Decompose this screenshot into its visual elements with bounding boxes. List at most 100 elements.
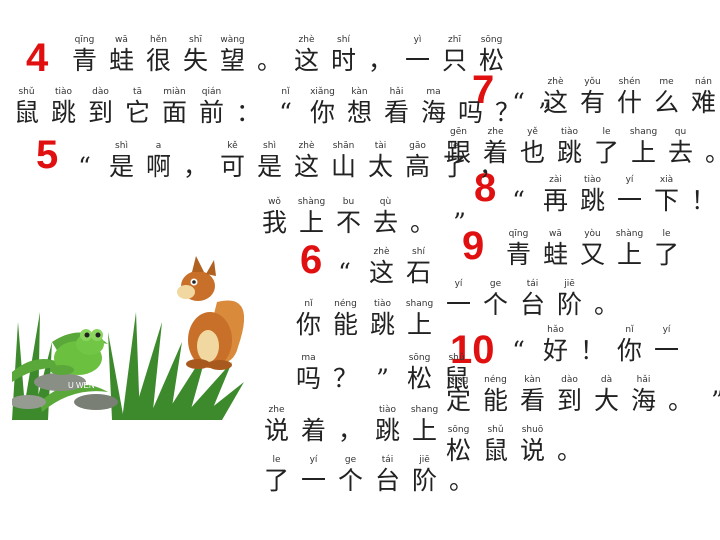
character-cell: shǔ 鼠 xyxy=(438,352,475,394)
pinyin: néng xyxy=(484,375,507,385)
pinyin: néng xyxy=(334,299,357,309)
pinyin: wàng xyxy=(220,35,245,45)
hanzi: 时 xyxy=(330,46,356,75)
hanzi: 这 xyxy=(542,88,568,117)
hanzi: “ xyxy=(78,152,91,181)
character-cell: yòu 又 xyxy=(574,228,611,270)
text-row: “hǎo 好！ nǐ 你 yí 一 xyxy=(500,324,685,366)
character-cell: ma 海 xyxy=(415,86,452,128)
character-cell: wàng 望 xyxy=(214,34,251,76)
hanzi: 。 xyxy=(256,46,282,75)
hanzi: 是 xyxy=(256,152,282,181)
pinyin: kàn xyxy=(524,375,541,385)
text-row: zhe 说着， tiào 跳 shang 上 xyxy=(258,404,443,446)
pinyin: sōng xyxy=(447,425,470,435)
pinyin: qīng xyxy=(74,35,95,45)
pinyin: tiào xyxy=(373,299,392,309)
hanzi: 到 xyxy=(556,386,582,415)
character-cell: ” xyxy=(699,374,720,416)
character-cell: ？ xyxy=(489,86,526,128)
character-cell: ！ xyxy=(574,324,611,366)
character-cell: shān 山 xyxy=(325,140,362,182)
character-cell: wǒ 我 xyxy=(256,196,293,238)
character-cell: ？ xyxy=(327,352,364,394)
hanzi: 鼠 xyxy=(443,364,469,393)
pinyin: dào xyxy=(92,87,109,97)
text-row: shǔ 鼠 tiào 跳 dào 到 tā 它 miàn 面 qián 前： nǐ “xiǎng 你 kàn 想… xyxy=(8,86,563,128)
character-cell: ” xyxy=(526,86,563,128)
hanzi: 青 xyxy=(505,240,531,269)
hanzi: ” xyxy=(376,364,389,393)
paragraph-number-9: 9 xyxy=(462,224,485,268)
hanzi: 上 xyxy=(616,240,642,269)
text-row: yí 一 ge 个 tái 台 jiē 阶。 xyxy=(440,278,625,320)
hanzi: 只 xyxy=(441,46,467,75)
hanzi: 有 xyxy=(579,88,605,117)
character-cell: tiào 跳 xyxy=(369,404,406,446)
pinyin: dìng xyxy=(448,375,469,385)
hanzi: 大 xyxy=(593,386,619,415)
hanzi: 阶 xyxy=(556,290,582,319)
hanzi: 上 xyxy=(406,310,432,339)
pinyin: wā xyxy=(115,35,128,45)
hanzi: 山 xyxy=(330,152,356,181)
pinyin: shǔ xyxy=(448,353,465,363)
hanzi: 了 xyxy=(653,240,679,269)
pinyin: yě xyxy=(527,127,538,137)
hanzi: 高 xyxy=(404,152,430,181)
hanzi: 能 xyxy=(332,310,358,339)
hanzi: 好 xyxy=(542,336,568,365)
pinyin: shàng xyxy=(297,197,326,207)
pinyin: wā xyxy=(549,229,562,239)
character-cell: néng 能 xyxy=(327,298,364,340)
hanzi: 跳 xyxy=(556,138,582,167)
character-cell: bu 不 xyxy=(330,196,367,238)
character-cell: 。 xyxy=(662,374,699,416)
character-cell: 。 xyxy=(699,126,720,168)
character-cell: shì 是 xyxy=(103,140,140,182)
pinyin: jiē xyxy=(564,279,575,289)
character-cell: ” xyxy=(441,196,478,238)
pinyin: shang xyxy=(629,127,658,137)
character-cell: kàn 想 xyxy=(341,86,378,128)
frog-squirrel-illustration: U WEN xyxy=(12,252,244,420)
character-cell: shí 时 xyxy=(325,34,362,76)
hanzi: 松 xyxy=(406,364,432,393)
pinyin: hěn xyxy=(150,35,167,45)
hanzi: 很 xyxy=(145,46,171,75)
character-cell: le 了 xyxy=(436,140,473,182)
pinyin: shang xyxy=(410,405,439,415)
text-row: qīng 青 wā 蛙 yòu 又 shàng 上 le 了 xyxy=(500,228,685,270)
pinyin: le xyxy=(602,127,611,137)
character-cell: sōng 松 xyxy=(473,34,510,76)
hanzi: 跟 xyxy=(445,138,471,167)
hanzi: 说 xyxy=(263,416,289,445)
text-row: qīng 青 wā 蛙 hěn 很 shī 失 wàng 望。 zhè 这 shí 时， yì 一 zhī 只 sō… xyxy=(66,34,510,76)
hanzi: 你 xyxy=(309,98,335,127)
character-cell: tā 它 xyxy=(119,86,156,128)
pinyin: yòu xyxy=(584,229,601,239)
hanzi: ： xyxy=(235,98,261,127)
character-cell: 着 xyxy=(295,404,332,446)
pinyin: tiào xyxy=(378,405,397,415)
hanzi: 台 xyxy=(374,466,400,495)
character-cell: “ xyxy=(66,140,103,182)
character-cell: hǎi 海 xyxy=(625,374,662,416)
hanzi: 吗 xyxy=(295,364,321,393)
pinyin: zhè xyxy=(298,35,315,45)
hanzi: 不 xyxy=(335,208,361,237)
character-cell: dà 大 xyxy=(588,374,625,416)
pinyin: yí xyxy=(662,325,671,335)
pinyin: kàn xyxy=(351,87,368,97)
pinyin: qián xyxy=(201,87,222,97)
hanzi: ？ xyxy=(494,98,520,127)
hanzi: “ xyxy=(279,98,292,127)
pinyin: xià xyxy=(659,175,674,185)
character-cell: tiào 跳 xyxy=(551,126,588,168)
hanzi: 再 xyxy=(542,186,568,215)
frog-illustration xyxy=(50,329,104,375)
hanzi: “ xyxy=(512,88,525,117)
